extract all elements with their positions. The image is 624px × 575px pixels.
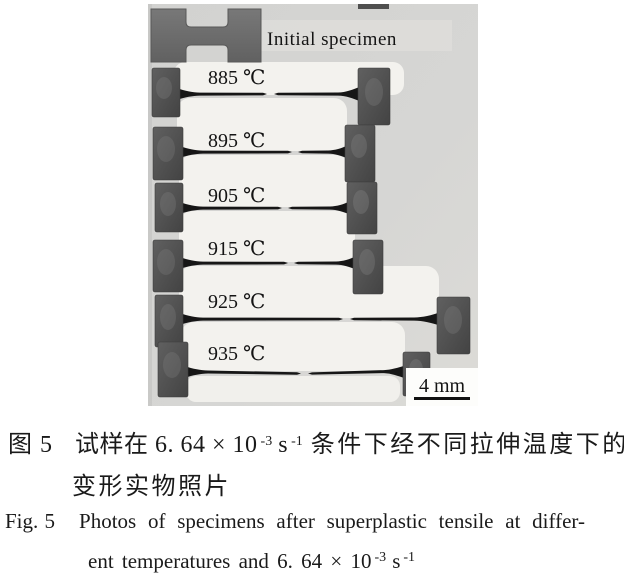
white-bands	[174, 62, 439, 402]
scale-bar: 4 mm	[406, 368, 478, 406]
caption-en-sup-exponent: -3	[374, 550, 387, 565]
caption-en-figure-number: Fig. 5	[5, 509, 56, 533]
grips-905	[154, 181, 378, 235]
gauge-905-right	[288, 201, 351, 215]
gauge-895-right	[298, 145, 349, 159]
caption-zh-text-pre: 试样在 6. 64 × 10	[75, 432, 258, 458]
temperature-labels: Initial specimen 885 ℃ 895 ℃ 905 ℃ 915 ℃…	[208, 29, 397, 365]
temp-label-935: 935 ℃	[208, 343, 265, 365]
initial-specimen-label: Initial specimen	[267, 29, 397, 50]
caption-en-line2-text: ent temperatures and 6. 64 × 10	[88, 549, 372, 573]
temp-label-885: 885 ℃	[208, 67, 265, 89]
initial-specimen	[150, 8, 452, 63]
gauge-925-left	[179, 313, 343, 325]
photo-left-edge-shade	[148, 4, 152, 406]
caption-zh-line2-text: 变形实物照片	[72, 474, 231, 500]
gauge-915-right	[294, 256, 357, 270]
caption-zh-unit: s	[278, 432, 289, 458]
caption-zh-text-post: 条件下经不同拉伸温度下的	[310, 432, 624, 458]
grips-925	[154, 294, 471, 355]
label-backdrop	[258, 20, 452, 51]
temp-label-915: 915 ℃	[208, 238, 265, 260]
scale-bar-label: 4 mm	[419, 375, 466, 397]
gauge-895-left	[179, 146, 292, 158]
gauge-935-right	[308, 365, 407, 379]
grips-895	[152, 124, 376, 183]
gauge-935-left	[184, 366, 301, 378]
caption-zh-line1: 图 5 试样在 6. 64 × 10 -3 s -1 条件下经不同拉伸温度下的	[8, 424, 624, 459]
temp-label-895: 895 ℃	[208, 130, 265, 152]
specimen-photo: Initial specimen 885 ℃ 895 ℃ 905 ℃ 915 ℃…	[148, 4, 478, 406]
gauge-885-left	[176, 88, 267, 100]
initial-specimen-shape	[150, 8, 262, 63]
grips-885	[151, 67, 391, 126]
caption-zh-line2: 变形实物照片	[72, 466, 231, 501]
caption-zh-sup-exponent: -3	[260, 434, 273, 449]
scale-bar-line	[414, 397, 470, 400]
caption-en-line2: ent temperatures and 6. 64 × 10 -3 s -1	[88, 549, 415, 574]
caption-en-unit: s	[392, 549, 401, 573]
caption-en-sup-exponent2: -1	[403, 550, 416, 565]
gauge-915-left	[179, 257, 288, 269]
temp-label-925: 925 ℃	[208, 291, 265, 313]
gauge-925-right	[350, 312, 441, 326]
gauge-lines	[176, 86, 441, 379]
cropped-grip-fragment	[358, 4, 389, 9]
caption-zh-sup-exponent2: -1	[291, 434, 303, 449]
gauge-885-right	[274, 86, 362, 102]
grips-915	[152, 239, 384, 295]
gauge-905-left	[179, 202, 282, 214]
temp-label-905: 905 ℃	[208, 185, 265, 207]
caption-zh-figure-number: 图 5	[8, 432, 53, 458]
caption-en-line1: Fig. 5 Photos of specimens after superpla…	[5, 509, 585, 534]
caption-en-line1-text: Photos of specimens after superplastic t…	[79, 509, 585, 533]
